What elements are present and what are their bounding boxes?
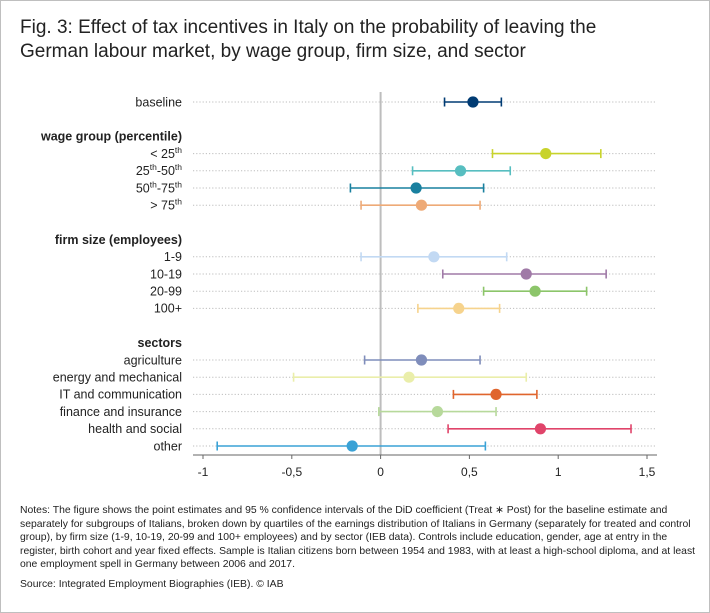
- row-label-text: wage group (percentile): [40, 130, 182, 144]
- row-label-text: 10-19: [150, 267, 182, 281]
- row-label-text: finance and insurance: [60, 405, 182, 419]
- row-label-text: firm size (employees): [55, 233, 182, 247]
- row-label-text: agriculture: [124, 353, 182, 367]
- figure-title-line-1: Fig. 3: Effect of tax incentives in Ital…: [20, 17, 597, 38]
- row-label-text: 100+: [154, 302, 182, 316]
- x-axis: -1 -0,5 0 0,5 1 1,5: [193, 454, 657, 479]
- row-label-text: 1-9: [164, 250, 182, 264]
- point-estimate: [490, 388, 502, 400]
- figure-source: Source: Integrated Employment Biographie…: [20, 579, 284, 590]
- row-label-text-2: -50: [157, 164, 175, 178]
- point-estimate: [453, 302, 465, 314]
- figure-title: Fig. 3: Effect of tax incentives in Ital…: [20, 16, 690, 64]
- row-label: baseline: [135, 95, 182, 109]
- row-label-superscript: th: [150, 162, 157, 172]
- point-estimate: [346, 440, 358, 452]
- estimates: [216, 96, 632, 452]
- figure-title-line-2: German labour market, by wage group, fir…: [20, 41, 526, 62]
- x-tick-label: 1,5: [639, 465, 656, 479]
- row-label: finance and insurance: [60, 405, 182, 419]
- row-label: 25th-50th: [136, 162, 182, 178]
- x-tick-label: 0,5: [461, 465, 478, 479]
- point-estimate: [410, 182, 422, 194]
- row-label: other: [154, 439, 183, 453]
- row-label: > 75th: [150, 197, 182, 213]
- row-label-text: other: [154, 439, 183, 453]
- row-label-text: health and social: [88, 422, 182, 436]
- point-estimate: [467, 96, 479, 108]
- point-estimate: [428, 251, 440, 263]
- figure-notes: Notes: The figure shows the point estima…: [20, 505, 696, 571]
- group-header-label: firm size (employees): [55, 233, 182, 247]
- row-label-superscript-2: th: [175, 179, 182, 189]
- x-tick-label: 0: [377, 465, 384, 479]
- point-estimate: [454, 165, 467, 177]
- x-tick-label: 1: [555, 465, 562, 479]
- row-label-text: IT and communication: [59, 388, 182, 402]
- coefficient-plot: -1 -0,5 0 0,5 1 1,5 baseline wage group (perce…: [40, 92, 657, 479]
- row-label: 1-9: [164, 250, 182, 264]
- point-estimate: [431, 406, 444, 418]
- point-estimate: [529, 285, 541, 297]
- row-label-text: sectors: [138, 336, 183, 350]
- row-label-superscript: th: [175, 145, 182, 155]
- row-label-superscript: th: [175, 197, 182, 207]
- point-estimate: [415, 354, 428, 366]
- row-label: 100+: [154, 302, 182, 316]
- row-label: < 25th: [150, 145, 182, 161]
- row-label-text: < 25: [150, 147, 175, 161]
- row-label-text: > 75: [150, 199, 175, 213]
- row-label: agriculture: [124, 353, 182, 367]
- row-label: health and social: [88, 422, 182, 436]
- row-label-text: energy and mechanical: [53, 371, 182, 385]
- row-label-text: 20-99: [150, 285, 182, 299]
- row-label-text: 25: [136, 164, 150, 178]
- point-estimate: [415, 199, 428, 211]
- row-label-text: baseline: [135, 95, 182, 109]
- point-estimate: [534, 423, 547, 435]
- row-label: energy and mechanical: [53, 371, 182, 385]
- group-header-label: sectors: [138, 336, 183, 350]
- row-label: 20-99: [150, 285, 182, 299]
- x-tick-label: -0,5: [281, 465, 302, 479]
- group-header-label: wage group (percentile): [40, 130, 182, 144]
- point-estimate: [540, 148, 552, 160]
- x-tick-label: -1: [198, 465, 209, 479]
- row-label: 10-19: [150, 267, 182, 281]
- row-label-text: 50: [136, 181, 150, 195]
- row-label-superscript: th: [150, 179, 157, 189]
- row-label: IT and communication: [59, 388, 182, 402]
- row-label-text-2: -75: [157, 181, 175, 195]
- point-estimate: [403, 371, 415, 383]
- point-estimate: [520, 268, 532, 280]
- row-label: 50th-75th: [136, 179, 182, 195]
- row-label-superscript-2: th: [175, 162, 182, 172]
